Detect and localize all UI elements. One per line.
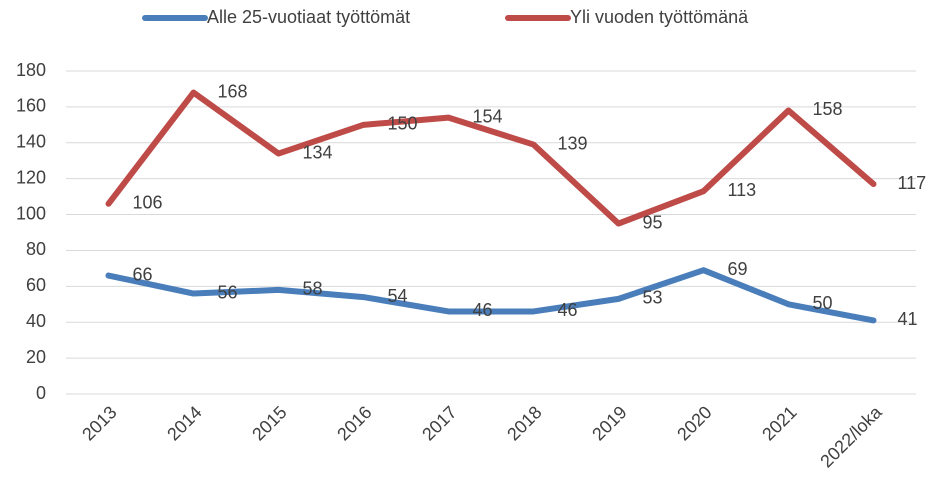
data-label: 58 bbox=[303, 279, 323, 299]
data-label: 150 bbox=[388, 114, 418, 134]
y-tick-label: 120 bbox=[16, 167, 46, 187]
y-tick-label: 60 bbox=[26, 275, 46, 295]
x-tick-label: 2022/loka bbox=[816, 401, 886, 471]
y-tick-label: 20 bbox=[26, 347, 46, 367]
data-label: 158 bbox=[813, 99, 843, 119]
data-label: 95 bbox=[643, 212, 663, 232]
data-label: 139 bbox=[558, 133, 588, 153]
data-label: 168 bbox=[218, 81, 248, 101]
x-tick-label: 2014 bbox=[163, 402, 205, 444]
data-label: 134 bbox=[303, 142, 333, 162]
data-label: 106 bbox=[133, 193, 163, 213]
line-series bbox=[105, 267, 877, 324]
y-tick-label: 40 bbox=[26, 311, 46, 331]
data-label: 113 bbox=[728, 180, 757, 200]
data-label: 53 bbox=[643, 288, 663, 308]
data-label: 66 bbox=[133, 264, 153, 284]
y-tick-label: 100 bbox=[16, 203, 46, 223]
y-tick-label: 0 bbox=[36, 383, 46, 403]
x-tick-label: 2016 bbox=[333, 402, 375, 444]
data-label: 54 bbox=[388, 286, 408, 306]
data-label: 41 bbox=[898, 309, 918, 329]
x-tick-label: 2018 bbox=[503, 402, 545, 444]
data-label: 46 bbox=[558, 300, 578, 320]
data-label: 69 bbox=[728, 259, 748, 279]
x-tick-label: 2019 bbox=[588, 402, 630, 444]
line-series bbox=[105, 89, 877, 227]
data-label: 46 bbox=[473, 300, 493, 320]
legend-label: Yli vuoden työttömänä bbox=[570, 7, 749, 27]
y-tick-label: 140 bbox=[16, 132, 46, 152]
y-tick-label: 80 bbox=[26, 239, 46, 259]
data-label: 56 bbox=[218, 282, 238, 302]
data-label: 154 bbox=[473, 106, 503, 126]
x-tick-label: 2021 bbox=[758, 402, 800, 444]
data-label: 117 bbox=[898, 173, 927, 193]
x-tick-label: 2015 bbox=[248, 402, 290, 444]
x-tick-label: 2020 bbox=[673, 402, 715, 444]
data-label: 50 bbox=[813, 293, 833, 313]
legend-label: Alle 25-vuotiaat työttömät bbox=[207, 7, 410, 27]
x-tick-label: 2013 bbox=[78, 402, 120, 444]
y-tick-label: 160 bbox=[16, 96, 46, 116]
y-tick-label: 180 bbox=[16, 60, 46, 80]
x-tick-label: 2017 bbox=[418, 402, 460, 444]
